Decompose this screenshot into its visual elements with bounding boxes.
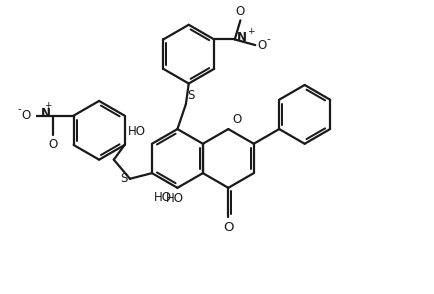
Text: O: O bbox=[232, 113, 242, 126]
Text: HO: HO bbox=[166, 192, 184, 205]
Text: O: O bbox=[257, 39, 267, 52]
Text: S: S bbox=[120, 172, 128, 185]
Text: O: O bbox=[223, 221, 233, 234]
Text: HO: HO bbox=[154, 191, 172, 204]
Text: O: O bbox=[236, 4, 245, 18]
Text: +: + bbox=[44, 101, 52, 110]
Text: HO: HO bbox=[128, 125, 146, 138]
Text: O: O bbox=[49, 138, 58, 151]
Text: -: - bbox=[17, 104, 21, 114]
Text: N: N bbox=[237, 31, 247, 44]
Text: -: - bbox=[266, 34, 270, 44]
Text: N: N bbox=[41, 107, 51, 120]
Text: O: O bbox=[21, 109, 30, 122]
Text: S: S bbox=[187, 89, 194, 102]
Text: +: + bbox=[247, 27, 254, 36]
